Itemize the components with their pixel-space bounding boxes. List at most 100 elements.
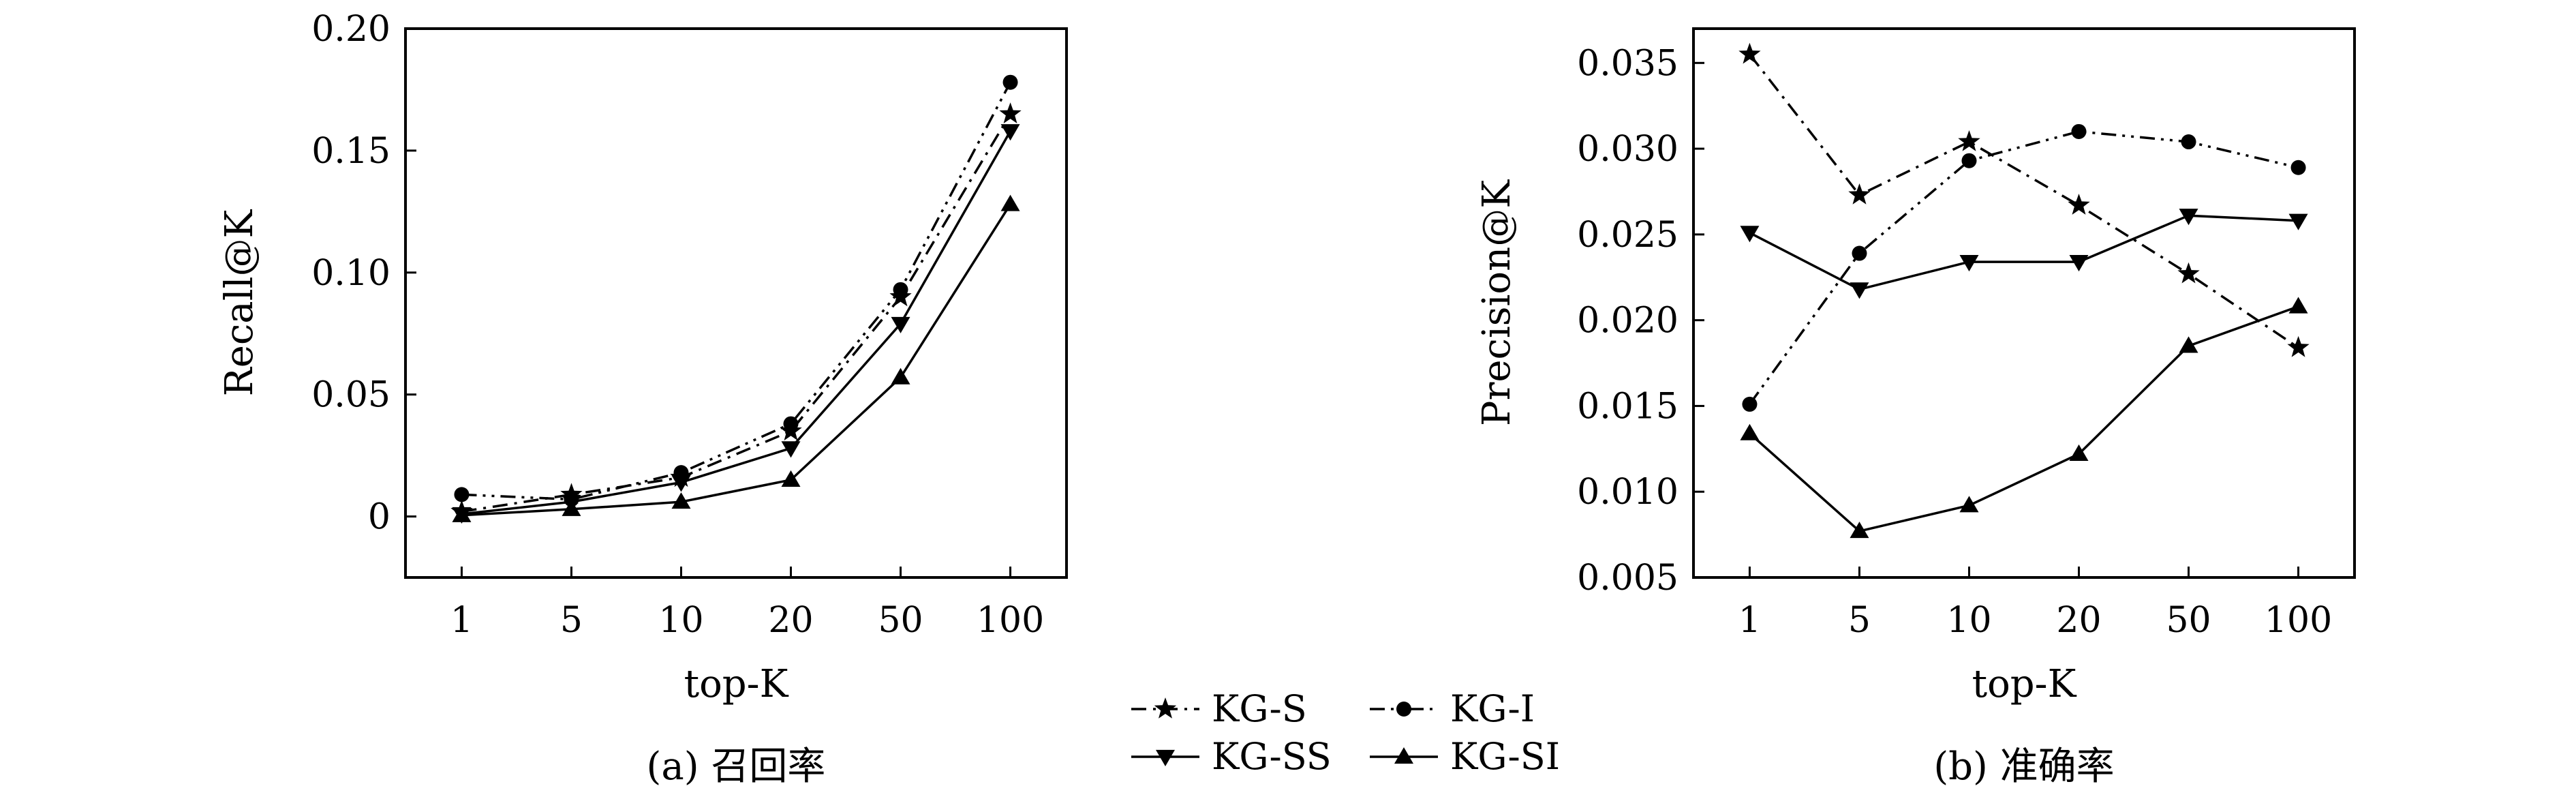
precision-xtick-label: 5 (1848, 600, 1871, 641)
precision-point-kg-i (2290, 160, 2306, 175)
precision-point-kg-ss (1850, 282, 1869, 299)
recall-series-line-kg-s (461, 113, 1012, 513)
recall-ytick-label: 0.20 (311, 9, 390, 50)
precision-point-kg-si (1850, 522, 1869, 539)
recall-point-kg-i (1002, 74, 1018, 90)
recall-point-kg-ss (781, 441, 801, 458)
chart-legend: KG-S KG-I KG-SS KG-SI (1131, 687, 1560, 778)
precision-point-kg-s (1848, 183, 1871, 205)
precision-point-kg-si (2179, 336, 2198, 353)
precision-series-kg-i (1742, 123, 2306, 412)
recall-series-line-kg-si (461, 203, 1012, 517)
precision-series-kg-s (1738, 42, 2310, 357)
legend-marker-triangle-down (1156, 749, 1175, 766)
legend-item-kg-si: KG-SI (1370, 735, 1560, 778)
precision-point-kg-i (1852, 245, 1867, 261)
recall-xtick-label: 20 (768, 600, 813, 641)
recall-point-kg-i (893, 282, 908, 297)
precision-series-kg-si (1740, 297, 2308, 539)
precision-series-kg-ss (1740, 209, 2308, 299)
precision-point-kg-si (1959, 496, 1979, 513)
caption-recall-chart: (a) 召回率 (647, 745, 826, 789)
precision-point-kg-ss (2179, 209, 2198, 226)
precision-ytick-label: 0.035 (1577, 43, 1678, 84)
recall-series-line-kg-i (461, 81, 1012, 501)
recall-series-line-kg-ss (461, 130, 1012, 515)
precision-xtick-label: 100 (2265, 600, 2332, 641)
recall-ytick-label: 0.10 (311, 253, 390, 294)
recall-point-kg-si (562, 499, 581, 516)
precision-point-kg-i (2181, 134, 2196, 150)
legend-item-kg-s: KG-S (1131, 687, 1307, 730)
precision-xtick-label: 20 (2056, 600, 2101, 641)
recall-point-kg-i (454, 487, 470, 502)
precision-series-line-kg-ss (1749, 214, 2299, 291)
precision-point-kg-s (1958, 130, 1980, 151)
recall-xtick-label: 50 (878, 600, 923, 641)
precision-ytick-label: 0.015 (1577, 386, 1678, 427)
precision-point-kg-s (2177, 262, 2200, 284)
precision-point-kg-ss (2288, 213, 2308, 230)
precision-chart-panel: 0.005 0.010 0.015 0.020 0.025 0.030 0.035 1 5 10 2… (1475, 27, 2356, 706)
precision-point-kg-i (2071, 123, 2087, 139)
caption-precision-chart: (b) 准确率 (1933, 745, 2114, 789)
precision-ytick-label: 0.020 (1577, 301, 1678, 342)
recall-point-kg-si (891, 367, 910, 385)
legend-item-kg-ss: KG-SS (1131, 735, 1332, 778)
recall-y-axis-label: Recall@K (217, 209, 262, 396)
precision-point-kg-s (2068, 194, 2090, 215)
recall-point-kg-i (783, 416, 799, 432)
recall-xtick-label: 100 (977, 600, 1044, 641)
precision-point-kg-i (1961, 153, 1977, 168)
precision-series-line-kg-s (1749, 53, 2299, 349)
recall-point-kg-si (671, 492, 691, 509)
recall-point-kg-ss (671, 475, 691, 492)
recall-ytick-label: 0 (368, 497, 390, 538)
legend-marker-triangle-up (1394, 747, 1413, 764)
recall-xtick-label: 10 (658, 600, 703, 641)
recall-point-kg-ss (1000, 124, 1020, 141)
precision-point-kg-si (2288, 297, 2308, 314)
precision-point-kg-ss (2069, 255, 2089, 272)
precision-ytick-label: 0.005 (1577, 558, 1678, 599)
precision-series-line-kg-i (1748, 130, 2299, 405)
recall-series-kg-i (454, 74, 1018, 507)
legend-label: KG-SI (1450, 735, 1560, 778)
recall-point-kg-si (1000, 194, 1020, 211)
precision-point-kg-s (1738, 42, 1761, 64)
recall-ytick-label: 0.15 (311, 131, 390, 172)
recall-x-axis-label: top-K (684, 662, 789, 706)
precision-point-kg-si (1740, 423, 1760, 440)
recall-xtick-label: 1 (450, 600, 473, 641)
legend-label: KG-SS (1212, 735, 1332, 778)
precision-point-kg-i (1742, 396, 1758, 412)
precision-point-kg-ss (1740, 226, 1760, 243)
recall-chart-panel: 0 0.05 0.10 0.15 0.20 1 5 10 20 50 100 top-K Recall@… (217, 9, 1068, 706)
legend-marker-circle (1396, 702, 1411, 717)
precision-point-kg-ss (1959, 255, 1979, 272)
recall-point-kg-si (781, 470, 801, 487)
precision-xtick-label: 1 (1738, 600, 1761, 641)
recall-point-kg-si (452, 505, 472, 522)
precision-ytick-label: 0.030 (1577, 129, 1678, 170)
precision-series-line-kg-si (1749, 305, 2299, 532)
recall-point-kg-s (999, 102, 1022, 123)
precision-plot-frame (1692, 27, 2356, 579)
legend-label: KG-S (1212, 687, 1307, 730)
recall-xtick-label: 5 (560, 600, 583, 641)
precision-xtick-label: 10 (1946, 600, 1991, 641)
precision-ytick-label: 0.010 (1577, 472, 1678, 513)
precision-point-kg-si (2069, 444, 2089, 461)
precision-point-kg-s (2287, 335, 2310, 357)
legend-label: KG-I (1450, 687, 1535, 730)
recall-series-kg-si (452, 194, 1020, 522)
precision-x-axis-label: top-K (1972, 662, 2077, 706)
precision-ytick-label: 0.025 (1577, 215, 1678, 256)
legend-marker-star (1154, 697, 1177, 719)
precision-xtick-label: 50 (2166, 600, 2211, 641)
recall-ytick-label: 0.05 (311, 375, 390, 416)
recall-series-kg-s (450, 102, 1022, 522)
legend-item-kg-i: KG-I (1370, 687, 1535, 730)
recall-plot-frame (404, 27, 1068, 579)
